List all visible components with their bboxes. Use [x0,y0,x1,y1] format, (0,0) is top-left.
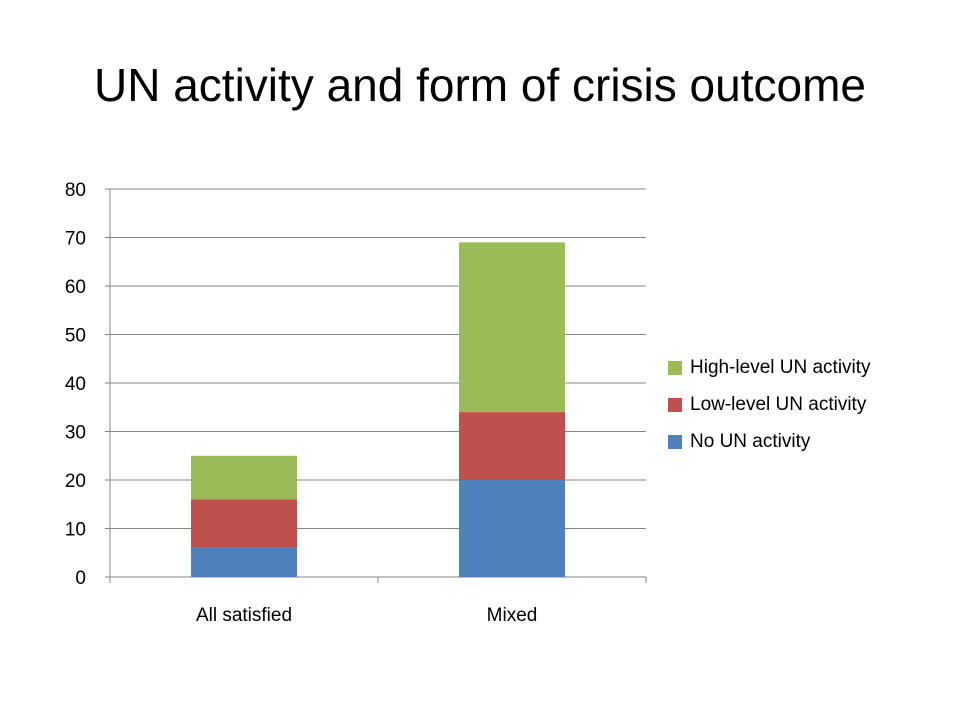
y-tick-label-60: 60 [65,277,86,298]
x-tick-label-0: All satisfied [196,605,292,626]
legend-label-high-level: High-level UN activity [690,357,871,378]
legend-label-low-level: Low-level UN activity [690,394,867,415]
gridlines [110,188,646,529]
chart-legend: High-level UN activity Low-level UN acti… [668,356,871,467]
bar-low-level-un-activity-0 [191,499,297,548]
bar-no-un-activity-0 [191,547,297,577]
y-tick-label-30: 30 [65,423,86,444]
y-tick-label-40: 40 [65,374,86,395]
bar-low-level-un-activity-1 [459,412,565,480]
y-tick-label-20: 20 [65,471,86,492]
legend-swatch-high-level [668,361,682,375]
y-tick-label-0: 0 [75,568,86,589]
legend-item-no-activity: No UN activity [668,430,871,454]
y-tick-label-10: 10 [65,520,86,541]
bar-no-un-activity-1 [459,480,565,577]
tick-labels: 0 10 20 30 40 50 60 70 80 All satisfied Mixed [65,180,537,626]
y-tick-label-80: 80 [65,180,86,201]
legend-item-high-level: High-level UN activity [668,356,871,380]
y-tick-label-50: 50 [65,326,86,347]
bars [191,242,565,577]
legend-swatch-no-activity [668,435,682,449]
slide-title: UN activity and form of crisis outcome [93,59,866,111]
legend-swatch-low-level [668,398,682,412]
legend-label-no-activity: No UN activity [690,431,811,452]
bar-high-level-un-activity-0 [191,455,297,500]
legend-item-low-level: Low-level UN activity [668,393,871,417]
bar-high-level-un-activity-1 [459,242,565,413]
x-tick-label-1: Mixed [487,605,538,626]
y-tick-label-70: 70 [65,229,86,250]
